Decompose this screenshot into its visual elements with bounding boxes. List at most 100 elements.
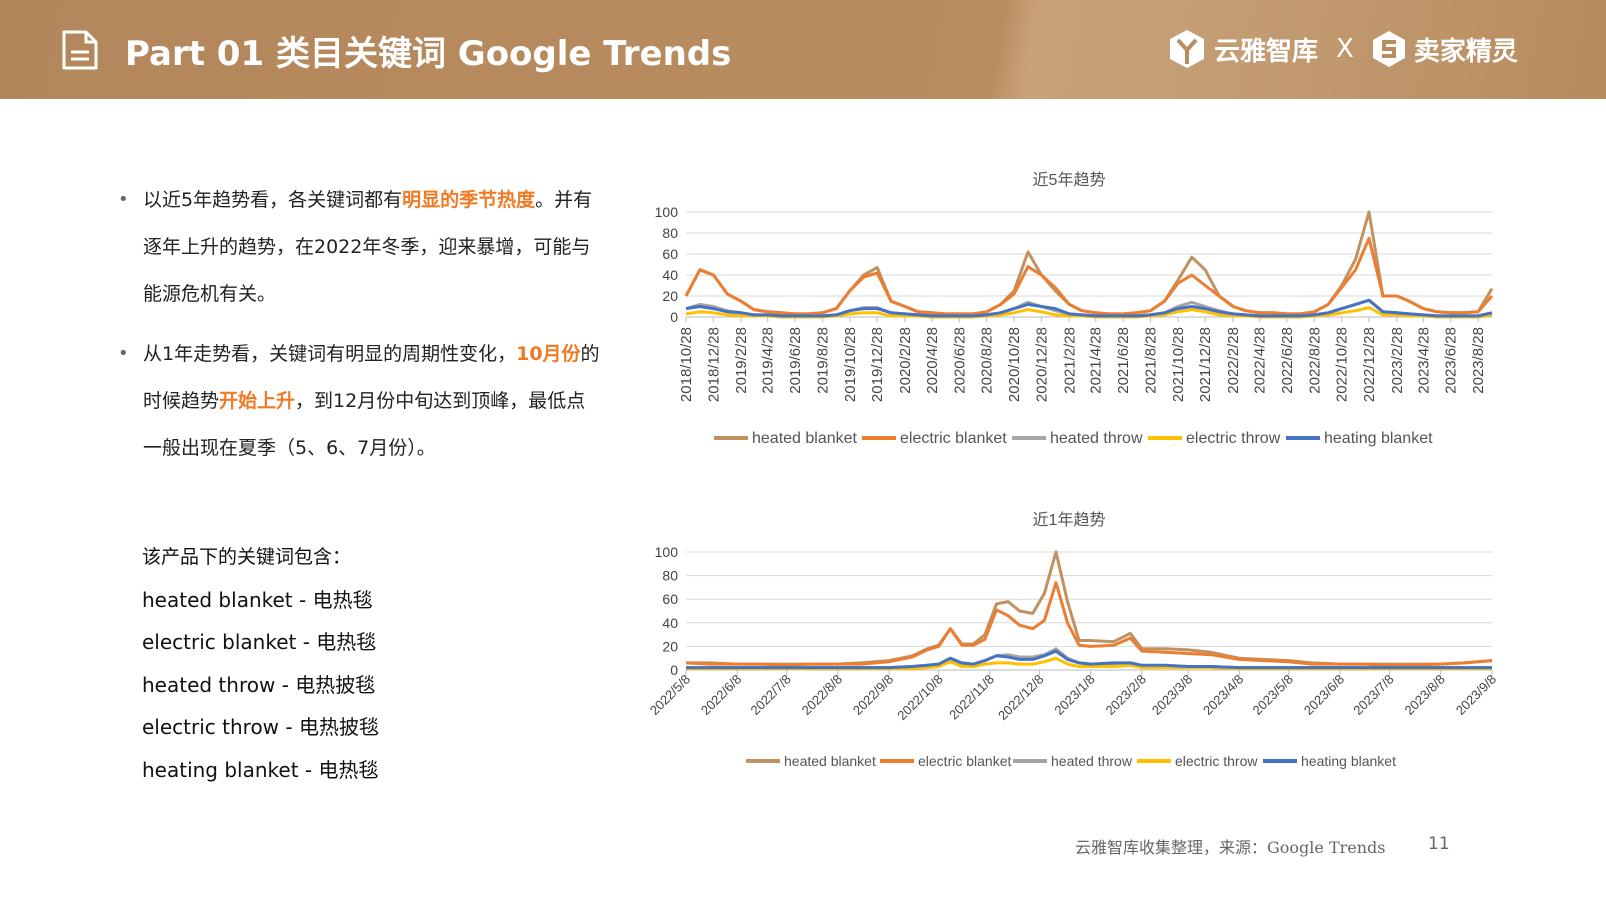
keyword-item: heated blanket - 电热毯 — [142, 588, 373, 612]
legend-label: heated blanket — [784, 753, 876, 769]
x-tick-label: 2019/8/28 — [814, 327, 831, 394]
y-tick-label: 80 — [662, 225, 678, 241]
x-tick-label: 2022/11/8 — [946, 672, 997, 723]
legend-label: heated throw — [1050, 430, 1143, 447]
x-tick-label: 2019/2/28 — [733, 327, 750, 394]
sellersprite-logo-icon — [1372, 31, 1405, 67]
x-tick-label: 2022/7/8 — [747, 672, 793, 718]
x-tick-label: 2022/2/28 — [1225, 327, 1242, 394]
x-tick-label: 2022/8/8 — [799, 672, 845, 718]
x-tick-label: 2018/12/28 — [705, 327, 722, 402]
y-tick-label: 40 — [662, 615, 678, 631]
keyword-item: electric blanket - 电热毯 — [142, 630, 377, 654]
x-tick-label: 2023/8/8 — [1402, 672, 1448, 718]
chart-0: 近5年趋势 0 20 40 60 80 100 2018/10/28 2018/12/28 201… — [655, 171, 1494, 447]
x-tick-label: 2019/6/28 — [787, 327, 804, 394]
bullet-dot: • — [118, 343, 129, 364]
logo-sellersprite-text: 卖家精灵 — [1413, 36, 1518, 67]
chart-1: 近1年趋势 0 20 40 60 80 100 2022/5/8 2022/6/8 2022/7/… — [647, 511, 1499, 769]
y-tick-label: 40 — [662, 267, 678, 283]
y-tick-label: 60 — [662, 591, 678, 607]
x-tick-label: 2023/4/28 — [1415, 327, 1432, 394]
source-note: 云雅智库收集整理，来源：Google Trends — [1075, 838, 1386, 857]
text: 以近5年趋势看，各关键词都有 — [143, 189, 403, 211]
highlight-text: 10月份 — [516, 343, 581, 365]
x-tick-label: 2023/4/8 — [1200, 672, 1246, 718]
y-tick-label: 100 — [655, 544, 679, 560]
x-tick-label: 2019/12/28 — [869, 327, 886, 402]
x-tick-label: 2023/2/28 — [1389, 327, 1406, 394]
x-tick-label: 2020/10/28 — [1006, 327, 1023, 402]
highlight-text: 明显的季节热度 — [402, 189, 536, 211]
keyword-item: heated throw - 电热披毯 — [142, 673, 376, 697]
text: 。并有逐年上升的趋势，在2022年冬季，迎来暴增，可能与能源危机有关。 — [143, 189, 593, 305]
x-tick-label: 2023/6/8 — [1301, 672, 1347, 718]
header-banner: Part 01 类目关键词 Google Trends 云雅智库 X 卖家精灵 — [0, 0, 1606, 99]
chart-title: 近1年趋势 — [1033, 511, 1106, 529]
x-tick-label: 2020/12/28 — [1033, 327, 1050, 402]
x-tick-label: 2018/10/28 — [678, 327, 695, 402]
x-tick-label: 2022/10/28 — [1334, 327, 1351, 402]
x-tick-label: 2019/4/28 — [760, 327, 777, 394]
x-tick-label: 2022/12/28 — [1361, 327, 1378, 402]
x-tick-label: 2021/10/28 — [1170, 327, 1187, 402]
x-tick-label: 2023/3/8 — [1149, 672, 1195, 718]
chart-title: 近5年趋势 — [1033, 171, 1106, 189]
x-tick-label: 2021/2/28 — [1061, 327, 1078, 394]
x-tick-label: 2022/12/8 — [995, 672, 1047, 724]
series-line-electric-blanket — [685, 581, 1493, 667]
x-tick-label: 2023/5/8 — [1250, 672, 1296, 718]
x-tick-label: 2021/6/28 — [1115, 327, 1132, 394]
series-line-heating-blanket — [686, 649, 1492, 670]
text: 从1年走势看，关键词有明显的周期性变化， — [143, 343, 517, 365]
series-line-heating-blanket — [685, 298, 1493, 318]
y-tick-label: 60 — [662, 246, 678, 262]
x-tick-label: 2022/4/28 — [1252, 327, 1269, 394]
x-tick-label: 2022/6/28 — [1279, 327, 1296, 394]
x-tick-label: 2023/9/8 — [1453, 672, 1499, 718]
keywords-heading: 该产品下的关键词包含： — [142, 546, 352, 568]
x-tick-label: 2023/1/8 — [1051, 672, 1097, 718]
y-tick-label: 0 — [670, 662, 678, 678]
yunya-logo-icon — [1170, 30, 1204, 68]
x-tick-label: 2021/12/28 — [1197, 327, 1214, 402]
keyword-item: heating blanket - 电热毯 — [142, 758, 379, 782]
x-tick-label: 2021/8/28 — [1142, 327, 1159, 394]
x-tick-label: 2019/10/28 — [842, 327, 859, 402]
bullet-text-1: 以近5年趋势看，各关键词都有明显的季节热度。并有逐年上升的趋势，在2022年冬季… — [143, 177, 603, 318]
x-tick-label: 2022/5/8 — [647, 672, 693, 718]
series-line-electric-blanket — [684, 236, 1494, 316]
x-tick-label: 2020/4/28 — [924, 327, 941, 394]
logo-yunya-text: 云雅智库 — [1214, 36, 1319, 67]
legend-label: heating blanket — [1301, 753, 1396, 769]
bullet-text-2: 从1年走势看，关键词有明显的周期性变化，10月份的时候趋势开始上升，到12月份中… — [143, 331, 603, 472]
y-tick-label: 0 — [670, 309, 678, 325]
x-tick-label: 2022/8/28 — [1306, 327, 1323, 394]
y-tick-label: 20 — [662, 288, 678, 304]
text: ，到12月份中旬达到顶峰，最低点一般出现在夏季（5、6、7月份）。 — [143, 390, 586, 459]
x-tick-label: 2023/2/8 — [1103, 672, 1149, 718]
x-tick-label: 2023/8/28 — [1470, 327, 1487, 394]
legend-label: heated throw — [1051, 753, 1133, 769]
legend-label: electric blanket — [918, 753, 1011, 769]
x-tick-label: 2023/6/28 — [1443, 327, 1460, 394]
series-line-heated-blanket — [684, 210, 1494, 316]
x-tick-label: 2023/7/8 — [1350, 672, 1396, 718]
y-tick-label: 80 — [662, 568, 678, 584]
x-tick-label: 2021/4/28 — [1088, 327, 1105, 394]
legend-label: heating blanket — [1324, 430, 1433, 447]
x-tick-label: 2020/8/28 — [979, 327, 996, 394]
legend-label: electric blanket — [900, 430, 1007, 447]
x-tick-label: 2020/2/28 — [897, 327, 914, 394]
highlight-text: 开始上升 — [219, 390, 296, 412]
y-tick-label: 100 — [655, 204, 679, 220]
logo-separator: X — [1336, 34, 1354, 64]
legend-label: electric throw — [1175, 753, 1258, 769]
document-icon — [62, 30, 98, 70]
x-tick-label: 2022/6/8 — [698, 672, 744, 718]
page-title: Part 01 类目关键词 Google Trends — [125, 34, 732, 74]
x-tick-label: 2022/10/8 — [894, 672, 946, 724]
bullet-dot: • — [118, 189, 129, 210]
text: 的时候趋势 — [143, 343, 600, 412]
